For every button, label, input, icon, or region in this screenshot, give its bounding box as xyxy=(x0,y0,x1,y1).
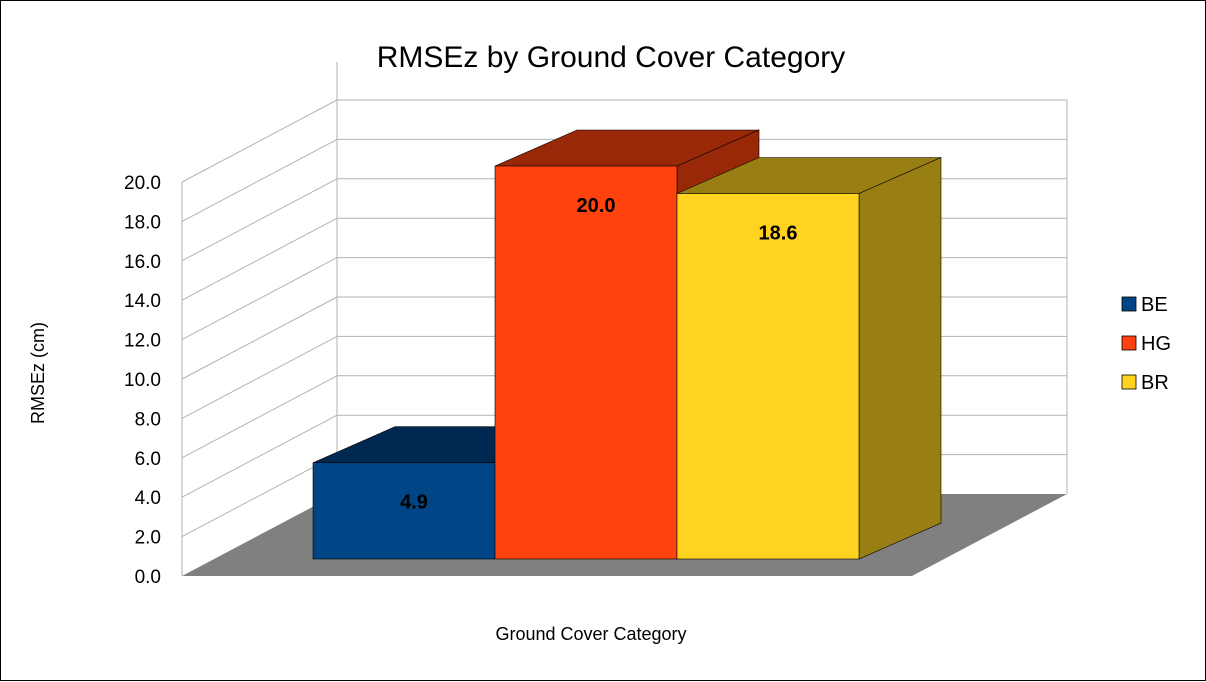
y-tick-label: 12.0 xyxy=(124,331,161,352)
bars xyxy=(312,129,942,560)
legend-swatch xyxy=(1121,296,1137,312)
bar-br xyxy=(676,157,942,560)
legend-swatch xyxy=(1121,374,1137,390)
gridline-side xyxy=(181,296,338,380)
y-tick-label: 8.0 xyxy=(135,409,161,430)
x-axis-title: Ground Cover Category xyxy=(495,624,686,644)
bar-side xyxy=(858,157,942,560)
gridline-side xyxy=(181,217,338,301)
y-tick-label: 18.0 xyxy=(124,212,161,233)
legend-item-be: BE xyxy=(1121,294,1168,316)
y-tick-label: 2.0 xyxy=(135,528,161,549)
gridline-side xyxy=(181,414,338,498)
y-tick-label: 0.0 xyxy=(135,567,161,588)
y-tick-label: 10.0 xyxy=(124,370,161,391)
legend-label: HG xyxy=(1141,333,1171,355)
gridline-side xyxy=(181,138,338,222)
y-tick-label: 14.0 xyxy=(124,291,161,312)
legend-label: BE xyxy=(1141,294,1168,316)
legend-swatch xyxy=(1121,335,1137,351)
legend-label: BR xyxy=(1141,372,1169,394)
gridline-side xyxy=(181,335,338,419)
legend-item-hg: HG xyxy=(1121,333,1171,355)
data-labels: 4.9 20.0 18.6 xyxy=(400,195,797,514)
data-label-hg: 20.0 xyxy=(577,195,616,217)
bar-front xyxy=(494,165,678,560)
y-axis-ticks: 0.0 2.0 4.0 6.0 8.0 10.0 12.0 14.0 16.0 18.0 20.0 xyxy=(124,173,161,588)
y-tick-label: 4.0 xyxy=(135,488,161,509)
gridline-side xyxy=(181,257,338,341)
bar-front xyxy=(676,193,860,560)
data-label-br: 18.6 xyxy=(759,223,798,245)
gridline-side xyxy=(181,178,338,262)
gridline-side xyxy=(181,454,338,538)
gridline-side xyxy=(181,99,338,183)
chart-title: RMSEz by Ground Cover Category xyxy=(377,41,846,74)
y-tick-label: 16.0 xyxy=(124,252,161,273)
bar-front xyxy=(312,462,496,560)
y-tick-label: 20.0 xyxy=(124,173,161,194)
legend-item-br: BR xyxy=(1121,372,1169,394)
y-axis-title: RMSEz (cm) xyxy=(28,322,48,424)
y-tick-label: 6.0 xyxy=(135,449,161,470)
gridline-side xyxy=(181,375,338,459)
data-label-be: 4.9 xyxy=(400,492,428,514)
legend: BE HG BR xyxy=(1121,294,1171,394)
